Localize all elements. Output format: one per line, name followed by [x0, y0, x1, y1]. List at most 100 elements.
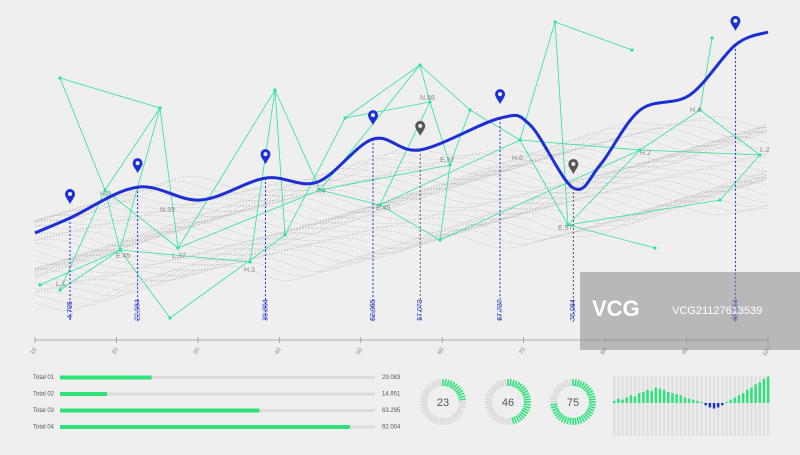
- wave-line: [34, 174, 768, 278]
- bar: [654, 387, 658, 403]
- wave-line: [34, 164, 768, 270]
- gauge-segment: [430, 381, 436, 389]
- gauge-segment: [422, 389, 430, 395]
- gauge-segment: [485, 405, 493, 409]
- gauge-segment: [556, 385, 563, 392]
- node-label: L.1: [56, 281, 66, 288]
- gauge-segment: [552, 409, 560, 415]
- gauge-segment: [498, 416, 503, 424]
- bar: [629, 395, 633, 403]
- network-edge: [554, 21, 633, 51]
- network-node: [653, 246, 657, 250]
- network-node: [58, 288, 62, 292]
- gauge-segment: [517, 383, 523, 390]
- bar: [762, 378, 766, 403]
- network-edge: [439, 164, 451, 241]
- network-node: [698, 108, 702, 112]
- gauge-segment: [458, 395, 466, 399]
- gauge-segment: [491, 412, 498, 419]
- wave-line: [34, 129, 768, 224]
- node-label: H.3: [244, 267, 255, 274]
- pin-hole: [418, 123, 423, 128]
- network-node: [38, 283, 42, 287]
- wave-line: [34, 155, 768, 261]
- network-edge: [449, 109, 471, 166]
- network-node: [418, 63, 422, 67]
- wave-line: [34, 116, 768, 222]
- network-edge: [249, 89, 276, 263]
- network-edge: [439, 149, 641, 241]
- bar-track: [687, 376, 691, 436]
- bar-track: [737, 376, 741, 436]
- bar: [766, 376, 770, 403]
- gauge-segment: [455, 411, 462, 417]
- gauge-segment: [550, 403, 558, 406]
- wave-line: [34, 140, 768, 247]
- network-edge: [699, 37, 713, 111]
- gauge-segment: [521, 409, 529, 415]
- gauge-segment: [550, 405, 558, 409]
- bar: [708, 403, 712, 408]
- gauge-segment: [495, 381, 501, 389]
- gauge-segment: [452, 414, 458, 421]
- gauge-segment: [515, 415, 521, 423]
- gauge-segment: [511, 417, 515, 425]
- gauge-segment: [556, 412, 563, 419]
- network-edge: [419, 64, 471, 111]
- bar-track: [733, 376, 737, 436]
- pin-hole: [498, 92, 503, 97]
- progress-value: 29.083: [382, 375, 401, 381]
- bar: [642, 392, 645, 403]
- gauge-segment: [523, 398, 531, 401]
- x-tick-label: 30: [193, 347, 202, 356]
- gauge-segment: [552, 389, 560, 395]
- gauge-segment: [522, 407, 530, 412]
- wave-line: [34, 123, 768, 227]
- gauge-segment: [424, 387, 431, 393]
- gauge-segment: [439, 379, 442, 387]
- bar: [741, 393, 745, 403]
- network-node: [710, 36, 714, 40]
- x-tick-label: 100: [762, 345, 773, 357]
- network-edge: [159, 107, 179, 249]
- node-label: H.2: [640, 150, 651, 157]
- gauge-segment: [566, 379, 570, 387]
- network-node: [428, 100, 432, 104]
- pin-hole: [571, 162, 576, 166]
- gauge-segment: [576, 379, 580, 387]
- network-edge: [177, 189, 321, 249]
- gauge-segment: [504, 379, 507, 387]
- wave-line: [34, 126, 768, 233]
- progress-bar: [60, 375, 152, 380]
- network-edge: [554, 21, 569, 226]
- pin: [730, 15, 741, 31]
- bar: [613, 400, 616, 403]
- network-node: [378, 203, 382, 207]
- gauge-segment: [522, 392, 530, 397]
- bar-track: [754, 376, 757, 436]
- gauge-segment: [485, 395, 493, 399]
- network-node: [283, 233, 287, 237]
- gauge-segment: [487, 409, 495, 415]
- wave-line: [34, 136, 768, 242]
- pin-label: 76,084: [570, 299, 577, 321]
- gauge-segment: [436, 379, 440, 387]
- wave-line: [34, 190, 768, 297]
- bar: [617, 398, 620, 403]
- gauge-segment: [583, 385, 590, 392]
- gauge-segment: [513, 380, 518, 388]
- bar: [621, 399, 624, 403]
- gauge-fill: [507, 379, 531, 425]
- gauge-segment: [489, 387, 496, 393]
- network-edge: [119, 107, 161, 251]
- wave-line: [34, 172, 768, 271]
- network-node: [438, 238, 442, 242]
- wave-line: [34, 160, 768, 265]
- network-node: [630, 48, 634, 52]
- wave-line: [34, 168, 767, 273]
- pin-label: 39,894: [262, 299, 269, 321]
- node-label: H.8: [512, 155, 523, 162]
- watermark-logo: VCG: [592, 296, 640, 321]
- gauge-segment: [491, 385, 498, 392]
